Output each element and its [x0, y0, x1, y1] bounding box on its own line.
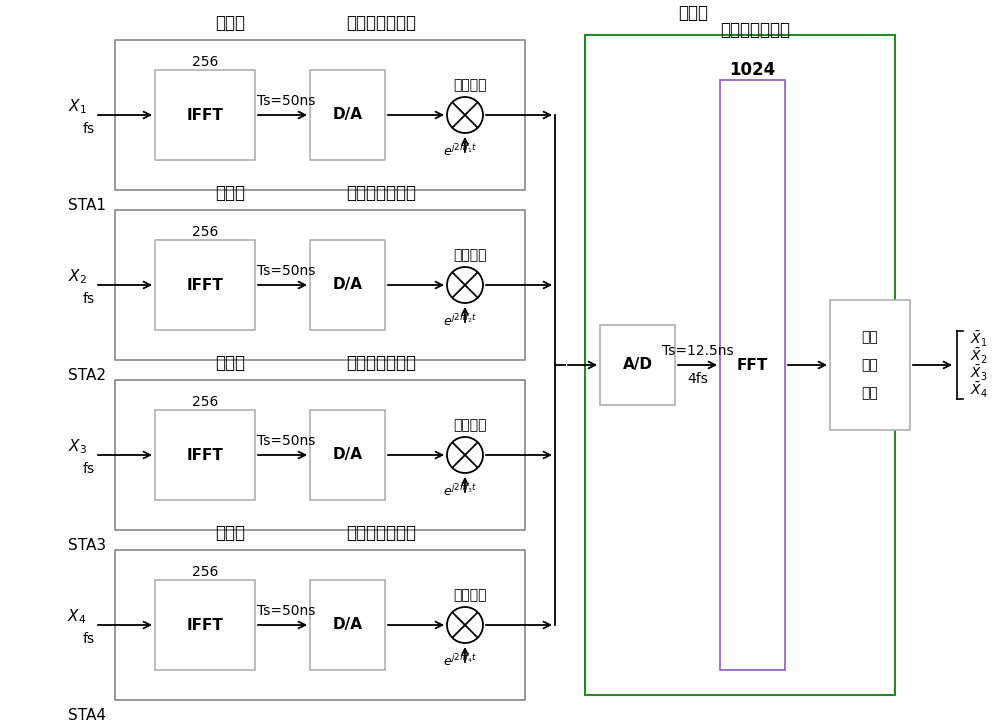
Text: 频谱搬移: 频谱搬移: [453, 418, 487, 432]
Text: STA4: STA4: [68, 707, 106, 723]
Text: IFFT: IFFT: [187, 278, 223, 292]
Text: STA2: STA2: [68, 368, 106, 382]
Text: 基带的部分模块: 基带的部分模块: [347, 524, 416, 542]
Bar: [310, 580, 385, 670]
Text: $X_{1}$: $X_{1}$: [68, 97, 86, 116]
Bar: [155, 70, 255, 160]
Text: Ts=12.5ns: Ts=12.5ns: [662, 344, 733, 358]
Text: A/D: A/D: [622, 358, 652, 372]
Text: 分离: 分离: [862, 386, 878, 400]
Text: STA3: STA3: [68, 537, 106, 553]
Text: FFT: FFT: [737, 358, 768, 372]
Bar: [115, 40, 525, 190]
Bar: [155, 410, 255, 500]
Text: $X_{3}$: $X_{3}$: [68, 438, 86, 457]
Text: 4fs: 4fs: [687, 372, 708, 386]
Text: $e^{j2\pi f_3t}$: $e^{j2\pi f_3t}$: [443, 483, 477, 499]
Bar: [585, 35, 895, 695]
Text: $e^{j2\pi f_2t}$: $e^{j2\pi f_2t}$: [443, 313, 477, 329]
Text: 256: 256: [192, 565, 218, 579]
Bar: [155, 240, 255, 330]
Bar: [115, 380, 525, 530]
Text: fs: fs: [83, 632, 95, 646]
Text: fs: fs: [83, 122, 95, 136]
Bar: [720, 80, 785, 670]
Bar: [115, 210, 525, 360]
Text: 频谱搬移: 频谱搬移: [453, 588, 487, 602]
Text: $\bar{X}_1$: $\bar{X}_1$: [970, 330, 988, 349]
Text: 基带的部分模块: 基带的部分模块: [347, 354, 416, 372]
Text: $e^{j2\pi f_4t}$: $e^{j2\pi f_4t}$: [443, 653, 477, 669]
Bar: [310, 240, 385, 330]
Bar: [600, 325, 675, 405]
Text: $\bar{X}_4$: $\bar{X}_4$: [970, 381, 988, 400]
Text: Ts=50ns: Ts=50ns: [257, 604, 315, 618]
Text: 基带的部分模块: 基带的部分模块: [720, 21, 790, 39]
Text: 信号: 信号: [862, 358, 878, 372]
Bar: [155, 580, 255, 670]
Text: STA1: STA1: [68, 198, 106, 212]
Text: 256: 256: [192, 395, 218, 409]
Text: 基带的部分模块: 基带的部分模块: [347, 14, 416, 32]
Bar: [115, 550, 525, 700]
Text: 发射端: 发射端: [215, 354, 245, 372]
Text: 1024: 1024: [729, 61, 776, 79]
Bar: [310, 70, 385, 160]
Text: fs: fs: [83, 292, 95, 306]
Text: Ts=50ns: Ts=50ns: [257, 94, 315, 108]
Text: IFFT: IFFT: [187, 617, 223, 632]
Text: D/A: D/A: [332, 448, 362, 462]
Text: $\bar{X}_3$: $\bar{X}_3$: [970, 364, 988, 383]
Text: 发射端: 发射端: [215, 524, 245, 542]
Bar: [830, 300, 910, 430]
Text: $\bar{X}_2$: $\bar{X}_2$: [970, 347, 988, 366]
Text: $X_{4}$: $X_{4}$: [67, 608, 87, 627]
Text: D/A: D/A: [332, 278, 362, 292]
Text: 频域: 频域: [862, 330, 878, 344]
Text: 256: 256: [192, 55, 218, 69]
Text: Ts=50ns: Ts=50ns: [257, 434, 315, 448]
Bar: [310, 410, 385, 500]
Text: 发射端: 发射端: [215, 14, 245, 32]
Text: IFFT: IFFT: [187, 108, 223, 123]
Text: D/A: D/A: [332, 108, 362, 123]
Text: 频谱搬移: 频谱搬移: [453, 78, 487, 92]
Text: fs: fs: [83, 462, 95, 476]
Text: $X_{2}$: $X_{2}$: [68, 268, 86, 286]
Text: 频谱搬移: 频谱搬移: [453, 248, 487, 262]
Text: Ts=50ns: Ts=50ns: [257, 264, 315, 278]
Text: 256: 256: [192, 225, 218, 239]
Text: $e^{j2\pi f_1t}$: $e^{j2\pi f_1t}$: [443, 143, 477, 159]
Text: 发射端: 发射端: [215, 184, 245, 202]
Text: 接收端: 接收端: [678, 4, 708, 22]
Text: D/A: D/A: [332, 617, 362, 632]
Text: IFFT: IFFT: [187, 448, 223, 462]
Text: 基带的部分模块: 基带的部分模块: [347, 184, 416, 202]
